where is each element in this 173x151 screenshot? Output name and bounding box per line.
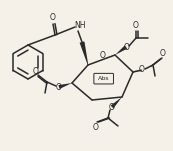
Polygon shape <box>80 41 88 65</box>
Text: O: O <box>93 122 99 132</box>
Polygon shape <box>58 83 72 89</box>
Text: O: O <box>124 42 130 51</box>
Text: O: O <box>33 66 39 76</box>
Polygon shape <box>115 45 127 55</box>
Text: Abs: Abs <box>98 76 109 81</box>
Text: O: O <box>109 103 115 111</box>
FancyBboxPatch shape <box>94 73 113 84</box>
Text: O: O <box>100 51 105 61</box>
Text: O: O <box>56 82 62 92</box>
Text: NH: NH <box>74 21 86 31</box>
Text: O: O <box>139 66 145 74</box>
Polygon shape <box>111 97 122 108</box>
Text: O: O <box>50 13 56 22</box>
Text: O: O <box>160 50 166 58</box>
Text: O: O <box>133 21 139 31</box>
